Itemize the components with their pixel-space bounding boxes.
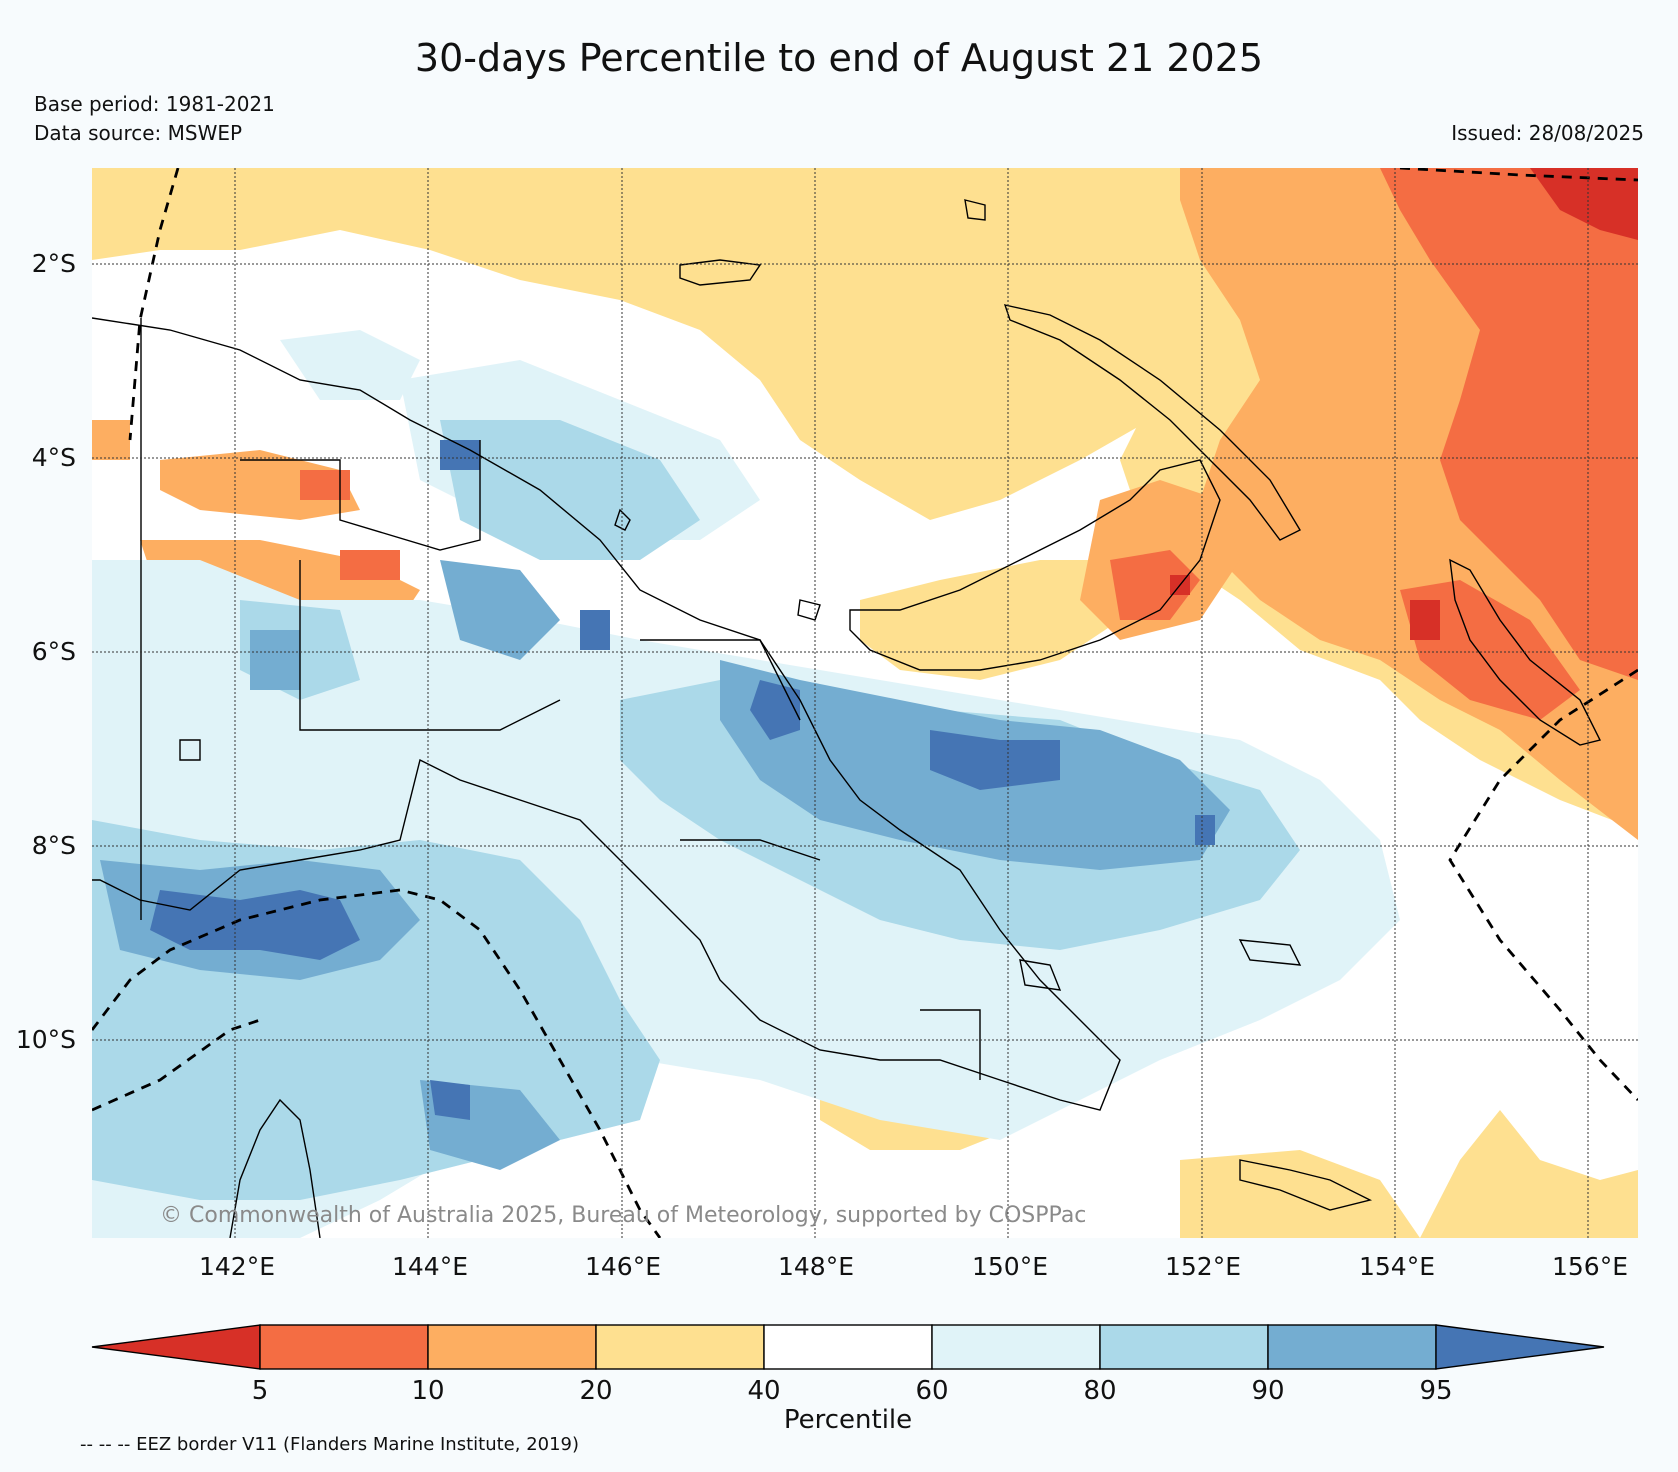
colorbar-arrow-low [91, 1324, 261, 1370]
colorbar-tick: 10 [411, 1376, 444, 1406]
eez-note: -- -- -- EEZ border V11 (Flanders Marine… [80, 1434, 579, 1455]
issued-date-label: Issued: 28/08/2025 [1451, 121, 1644, 145]
colorbar-tick: 60 [915, 1376, 948, 1406]
base-period-label: Base period: 1981-2021 [34, 92, 275, 116]
longitude-labels: 142°E 144°E 146°E 148°E 150°E 152°E 154°… [199, 1252, 1628, 1281]
colorbar-bin-60-80 [931, 1324, 1101, 1370]
coastlines [92, 199, 1602, 1238]
lon-label-150e: 150°E [972, 1252, 1048, 1281]
graticule [92, 168, 1638, 1238]
lat-label-2s: 2°S [32, 249, 76, 278]
data-source-label: Data source: MSWEP [34, 121, 243, 145]
colorbar-tick: 40 [747, 1376, 780, 1406]
map-title: 30-days Percentile to end of August 21 2… [414, 36, 1264, 80]
colorbar-tick: 90 [1251, 1376, 1284, 1406]
lon-label-146e: 146°E [585, 1252, 661, 1281]
colorbar-tick: 20 [579, 1376, 612, 1406]
colorbar-bin-90-95 [1267, 1324, 1437, 1370]
colorbar-bin-5-10 [259, 1324, 429, 1370]
lon-label-148e: 148°E [778, 1252, 854, 1281]
colorbar-tick: 80 [1083, 1376, 1116, 1406]
colorbar-bin-40-60 [763, 1324, 933, 1370]
lat-label-8s: 8°S [32, 831, 76, 860]
lon-label-156e: 156°E [1552, 1252, 1628, 1281]
colorbar: 5 10 20 40 60 80 90 95 Percentile [91, 1324, 1605, 1435]
colorbar-ticks: 5 10 20 40 60 80 90 95 [252, 1376, 1453, 1406]
latitude-labels: 2°S 4°S 6°S 8°S 10°S [16, 249, 76, 1054]
lat-label-10s: 10°S [16, 1025, 76, 1054]
colorbar-bin-20-40 [595, 1324, 765, 1370]
eez-borders [92, 168, 1638, 1238]
lon-label-152e: 152°E [1165, 1252, 1241, 1281]
colorbar-bin-80-90 [1099, 1324, 1269, 1370]
lon-label-154e: 154°E [1359, 1252, 1435, 1281]
copyright-notice: © Commonwealth of Australia 2025, Bureau… [160, 1203, 1086, 1228]
percentile-field [92, 168, 1638, 1238]
lat-label-6s: 6°S [32, 637, 76, 666]
colorbar-tick: 95 [1419, 1376, 1452, 1406]
colorbar-label: Percentile [784, 1405, 912, 1435]
lon-label-142e: 142°E [199, 1252, 275, 1281]
map-panel: © Commonwealth of Australia 2025, Bureau… [92, 168, 1638, 1238]
lat-label-4s: 4°S [32, 443, 76, 472]
lon-label-144e: 144°E [392, 1252, 468, 1281]
colorbar-tick: 5 [252, 1376, 269, 1406]
colorbar-arrow-high [1435, 1324, 1605, 1370]
colorbar-bin-10-20 [427, 1324, 597, 1370]
